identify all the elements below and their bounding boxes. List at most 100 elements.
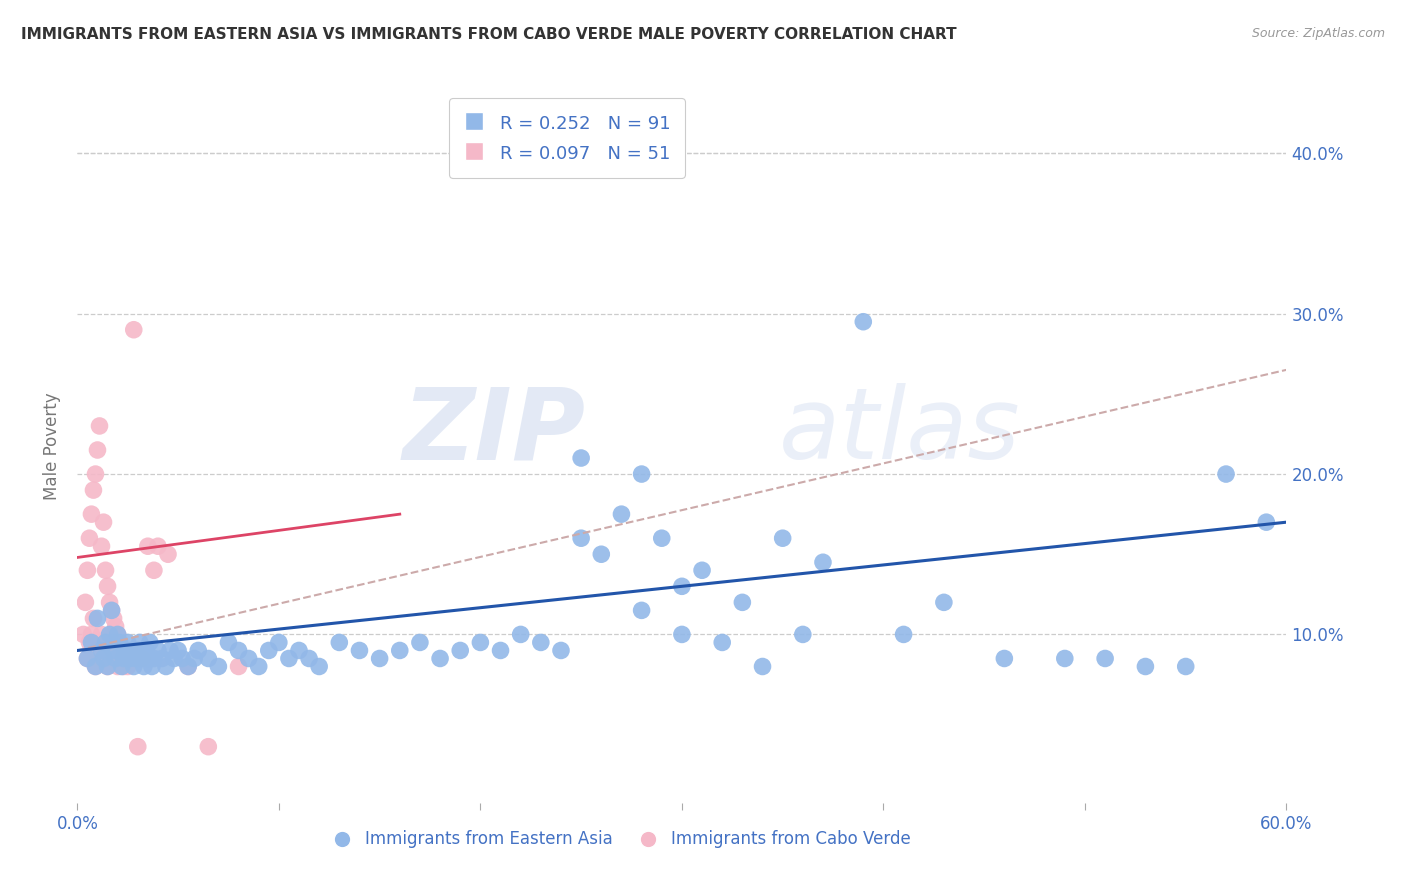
Point [167, 643, 190, 657]
Point [76, 651, 98, 665]
Point [1215, 467, 1237, 481]
Point [121, 651, 143, 665]
Point [114, 643, 136, 657]
Legend: Immigrants from Eastern Asia, Immigrants from Cabo Verde: Immigrants from Eastern Asia, Immigrants… [325, 824, 918, 855]
Point [98, 635, 121, 649]
Point [89, 419, 111, 434]
Point [100, 603, 122, 617]
Point [1053, 651, 1076, 665]
Point [112, 659, 135, 673]
Point [136, 651, 159, 665]
Point [93, 651, 115, 665]
Point [1174, 659, 1197, 673]
Point [1135, 659, 1157, 673]
Point [86, 651, 108, 665]
Point [117, 635, 139, 649]
Point [72, 627, 94, 641]
Point [117, 659, 139, 673]
Point [108, 651, 131, 665]
Point [288, 643, 311, 657]
Point [135, 643, 157, 657]
Point [630, 467, 652, 481]
Point [489, 643, 512, 657]
Point [141, 659, 163, 673]
Point [100, 603, 122, 617]
Point [163, 651, 186, 665]
Point [127, 739, 149, 754]
Point [651, 531, 673, 545]
Point [132, 659, 155, 673]
Point [96, 659, 118, 673]
Point [690, 563, 713, 577]
Point [111, 643, 134, 657]
Point [96, 659, 118, 673]
Y-axis label: Male Poverty: Male Poverty [44, 392, 62, 500]
Point [591, 547, 613, 561]
Point [449, 643, 471, 657]
Point [98, 627, 121, 641]
Point [772, 531, 794, 545]
Point [298, 651, 321, 665]
Point [671, 579, 693, 593]
Point [218, 635, 240, 649]
Point [811, 555, 834, 569]
Point [94, 563, 117, 577]
Point [122, 323, 145, 337]
Point [104, 619, 127, 633]
Point [993, 651, 1015, 665]
Point [75, 595, 97, 609]
Point [893, 627, 915, 641]
Point [80, 627, 103, 641]
Point [509, 627, 531, 641]
Point [1256, 515, 1278, 529]
Point [108, 635, 131, 649]
Point [530, 635, 553, 649]
Point [90, 539, 112, 553]
Point [131, 651, 153, 665]
Point [207, 659, 229, 673]
Point [308, 659, 330, 673]
Point [177, 659, 200, 673]
Point [76, 563, 98, 577]
Point [267, 635, 290, 649]
Point [349, 643, 371, 657]
Point [183, 651, 205, 665]
Point [94, 643, 117, 657]
Point [792, 627, 814, 641]
Point [932, 595, 955, 609]
Point [82, 483, 104, 497]
Point [127, 643, 149, 657]
Point [114, 651, 136, 665]
Point [142, 651, 165, 665]
Point [80, 507, 103, 521]
Point [89, 635, 111, 649]
Point [107, 627, 129, 641]
Point [155, 659, 177, 673]
Point [118, 643, 141, 657]
Point [121, 643, 143, 657]
Point [131, 651, 153, 665]
Point [751, 659, 773, 673]
Point [247, 659, 270, 673]
Point [98, 595, 121, 609]
Point [470, 635, 492, 649]
Point [96, 579, 118, 593]
Text: ZIP: ZIP [402, 384, 585, 480]
Point [429, 651, 451, 665]
Point [368, 651, 391, 665]
Point [94, 635, 117, 649]
Point [118, 651, 141, 665]
Point [328, 635, 350, 649]
Point [409, 635, 432, 649]
Point [228, 659, 250, 673]
Text: atlas: atlas [779, 384, 1021, 480]
Point [107, 659, 129, 673]
Point [128, 635, 150, 649]
Point [93, 651, 115, 665]
Point [125, 651, 148, 665]
Point [177, 659, 200, 673]
Point [103, 611, 125, 625]
Point [278, 651, 301, 665]
Point [90, 643, 112, 657]
Point [257, 643, 280, 657]
